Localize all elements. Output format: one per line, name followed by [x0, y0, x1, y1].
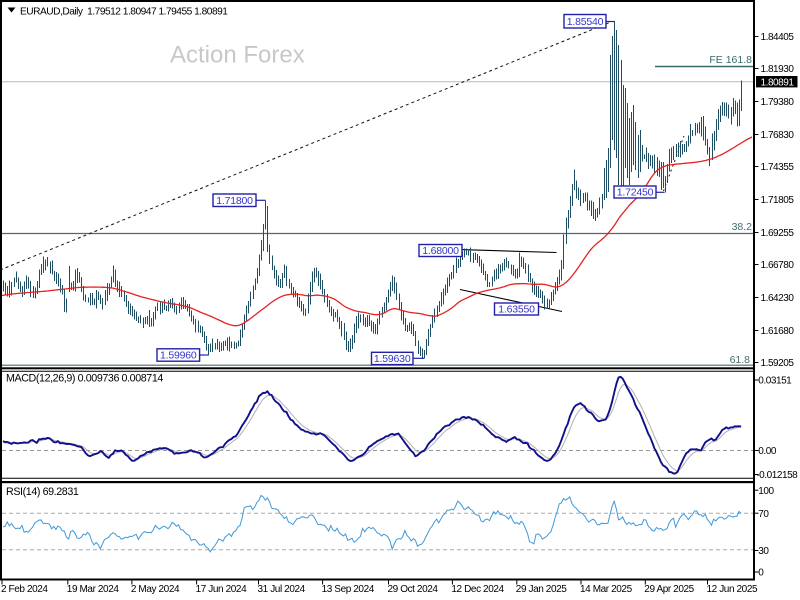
- svg-text:100: 100: [758, 486, 774, 497]
- svg-text:0.03151: 0.03151: [758, 376, 792, 387]
- svg-text:1.72450: 1.72450: [617, 187, 654, 199]
- svg-text:13 Sep 2024: 13 Sep 2024: [322, 584, 375, 595]
- svg-text:MACD(12,26,9) 0.009736 0.00871: MACD(12,26,9) 0.009736 0.008714: [6, 373, 163, 385]
- svg-text:1.59205: 1.59205: [761, 358, 795, 369]
- svg-text:RSI(14) 69.2831: RSI(14) 69.2831: [6, 486, 79, 498]
- svg-text:FE 161.8: FE 161.8: [709, 54, 752, 66]
- svg-text:-0.012158: -0.012158: [756, 470, 798, 481]
- svg-text:30: 30: [758, 546, 769, 557]
- svg-text:29 Apr 2025: 29 Apr 2025: [644, 584, 694, 595]
- svg-text:EURAUD,Daily 1.79512 1.80947: EURAUD,Daily 1.79512 1.80947 1.79455 1.8…: [20, 7, 228, 18]
- svg-text:1.59630: 1.59630: [374, 353, 411, 365]
- svg-text:1.81930: 1.81930: [761, 64, 795, 75]
- svg-text:14 Mar 2025: 14 Mar 2025: [580, 584, 633, 595]
- svg-text:31 Jul 2024: 31 Jul 2024: [258, 584, 306, 595]
- svg-text:1.71800: 1.71800: [216, 195, 253, 207]
- svg-text:1.79380: 1.79380: [761, 97, 795, 108]
- svg-text:1.69255: 1.69255: [761, 228, 795, 239]
- svg-text:38.2: 38.2: [732, 221, 753, 233]
- svg-text:29 Oct 2024: 29 Oct 2024: [388, 584, 439, 595]
- svg-text:12 Dec 2024: 12 Dec 2024: [451, 584, 504, 595]
- svg-text:0: 0: [758, 568, 764, 579]
- svg-text:1.84405: 1.84405: [761, 32, 795, 43]
- svg-text:61.8: 61.8: [730, 354, 751, 366]
- svg-text:1.63550: 1.63550: [498, 304, 535, 316]
- svg-text:1.59960: 1.59960: [160, 350, 197, 362]
- svg-text:29 Jan 2025: 29 Jan 2025: [516, 584, 567, 595]
- svg-text:1.64230: 1.64230: [761, 293, 795, 304]
- svg-text:1.68000: 1.68000: [422, 245, 459, 257]
- svg-text:1.61680: 1.61680: [761, 326, 795, 337]
- svg-text:17 Jun 2024: 17 Jun 2024: [196, 584, 247, 595]
- svg-text:70: 70: [758, 509, 769, 520]
- svg-text:1.85540: 1.85540: [567, 16, 604, 28]
- svg-text:2 Feb 2024: 2 Feb 2024: [1, 584, 48, 595]
- svg-text:1.76830: 1.76830: [761, 130, 795, 141]
- svg-text:2 May 2024: 2 May 2024: [131, 584, 180, 595]
- svg-text:1.74355: 1.74355: [761, 162, 795, 173]
- svg-text:1.66780: 1.66780: [761, 260, 795, 271]
- svg-text:Action Forex: Action Forex: [170, 42, 305, 69]
- svg-text:1.80891: 1.80891: [761, 77, 795, 88]
- svg-text:1.71805: 1.71805: [761, 195, 795, 206]
- svg-text:19 Mar 2024: 19 Mar 2024: [67, 584, 120, 595]
- svg-text:12 Jun 2025: 12 Jun 2025: [707, 584, 758, 595]
- svg-text:0.00: 0.00: [758, 446, 777, 457]
